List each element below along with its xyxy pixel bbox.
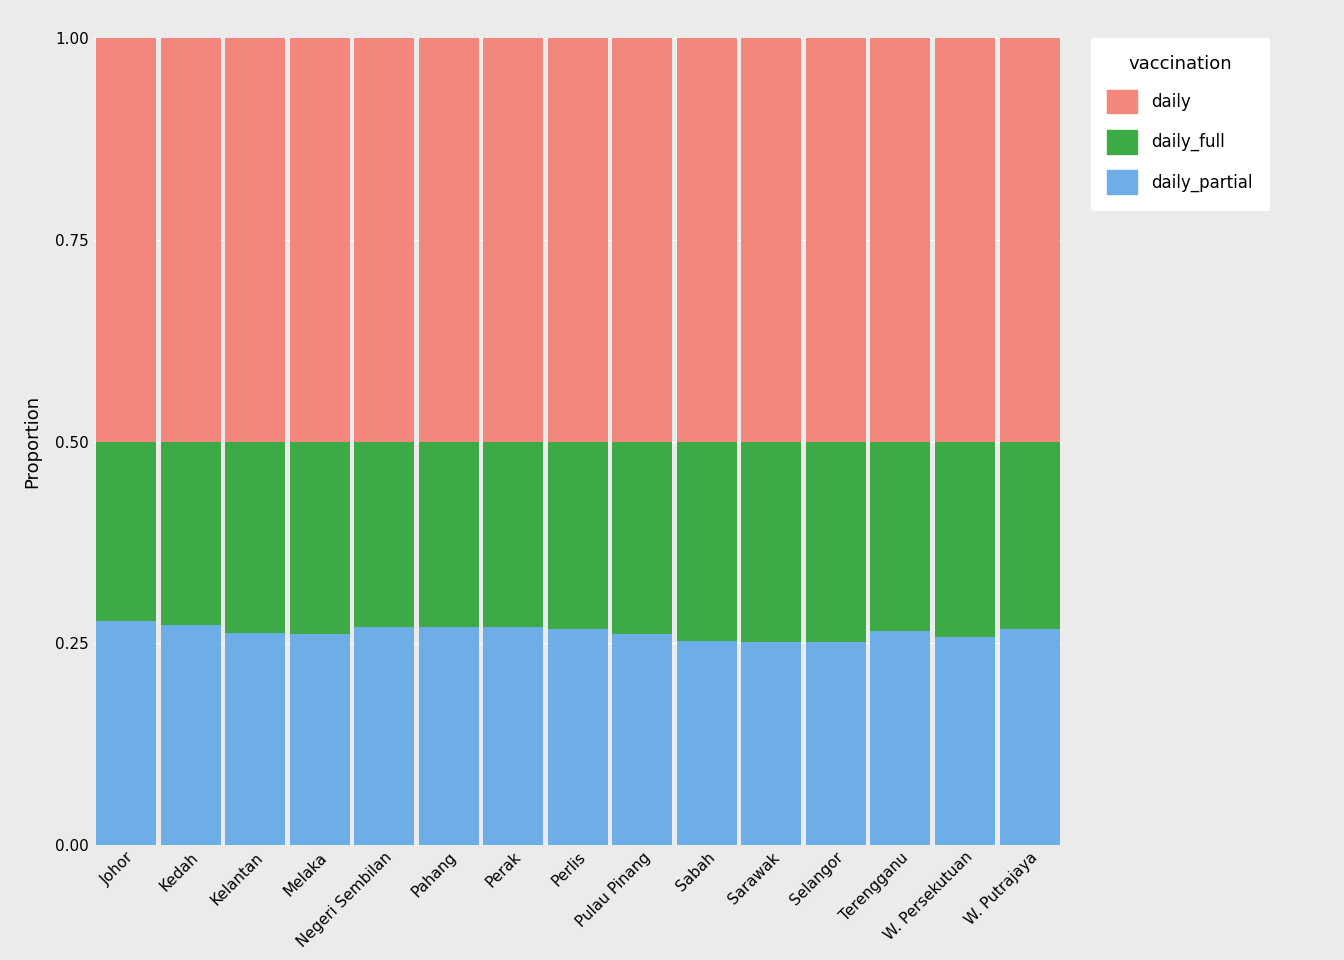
Bar xyxy=(484,627,543,845)
Bar xyxy=(97,442,156,620)
Bar xyxy=(806,38,866,442)
Bar xyxy=(1000,442,1059,629)
Bar xyxy=(226,38,285,442)
Bar xyxy=(742,38,801,442)
Bar xyxy=(161,38,220,442)
Bar xyxy=(806,442,866,641)
Legend: daily, daily_full, daily_partial: daily, daily_full, daily_partial xyxy=(1091,38,1269,210)
Bar xyxy=(1000,38,1059,442)
Bar xyxy=(419,442,478,627)
Bar xyxy=(290,634,349,845)
Y-axis label: Proportion: Proportion xyxy=(24,395,42,489)
Bar xyxy=(742,641,801,845)
Bar xyxy=(742,442,801,641)
Bar xyxy=(484,38,543,442)
Bar xyxy=(806,641,866,845)
Bar xyxy=(355,627,414,845)
Bar xyxy=(290,38,349,442)
Bar xyxy=(226,442,285,633)
Bar xyxy=(871,442,930,631)
Bar xyxy=(161,442,220,626)
Bar xyxy=(548,629,607,845)
Bar xyxy=(226,633,285,845)
Bar xyxy=(677,640,737,845)
Bar xyxy=(355,442,414,627)
Bar xyxy=(548,442,607,629)
Bar xyxy=(97,620,156,845)
Bar xyxy=(935,38,995,442)
Bar xyxy=(97,38,156,442)
Bar xyxy=(419,627,478,845)
Bar xyxy=(419,38,478,442)
Bar xyxy=(484,442,543,627)
Bar xyxy=(871,38,930,442)
Bar xyxy=(613,38,672,442)
Bar xyxy=(613,634,672,845)
Bar xyxy=(677,442,737,640)
Bar xyxy=(677,38,737,442)
Bar xyxy=(935,442,995,636)
Bar xyxy=(613,442,672,634)
Bar xyxy=(161,626,220,845)
Bar xyxy=(290,442,349,634)
Bar xyxy=(1000,629,1059,845)
Bar xyxy=(355,38,414,442)
Bar xyxy=(548,38,607,442)
Bar xyxy=(935,636,995,845)
Bar xyxy=(871,631,930,845)
